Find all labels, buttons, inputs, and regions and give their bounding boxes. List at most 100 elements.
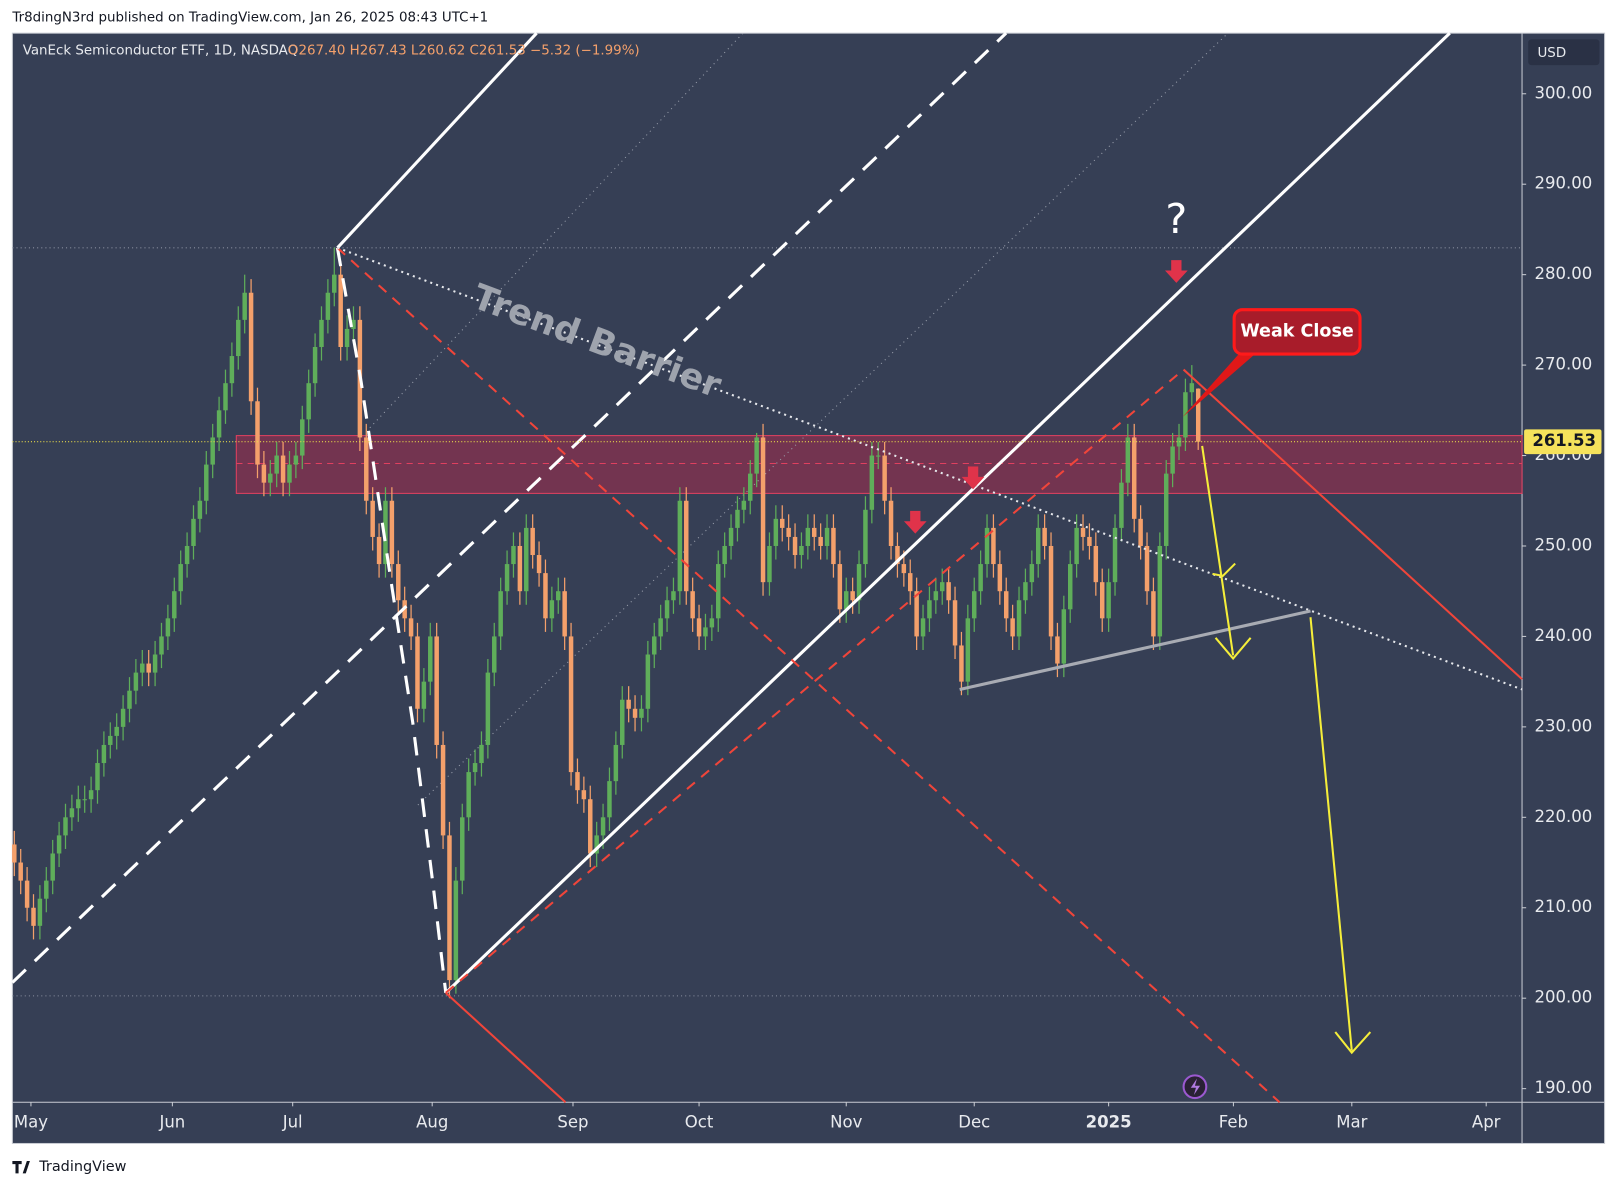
candle-body — [485, 672, 491, 745]
candle-body — [242, 292, 247, 320]
candle-body — [1176, 437, 1182, 447]
candle-body — [434, 636, 439, 745]
candle-body — [1048, 545, 1054, 637]
candle-body — [415, 636, 420, 709]
candle-body — [69, 808, 75, 818]
callout-box — [1232, 308, 1362, 356]
candle-body — [760, 437, 766, 583]
candle-body — [780, 518, 785, 528]
candle-body — [216, 410, 222, 438]
x-tick-label: Apr — [1472, 1112, 1501, 1131]
publisher: Tr8dingN3rd published on TradingView.com… — [11, 11, 488, 26]
candle-body — [677, 500, 683, 592]
candle-body — [127, 690, 132, 709]
projection-arrow — [1309, 617, 1372, 1055]
candle-body — [856, 564, 862, 601]
candle-body — [863, 509, 868, 565]
candle-body — [754, 437, 759, 474]
candle-body — [1195, 388, 1201, 442]
event-icon-bolt — [1190, 1078, 1201, 1095]
candle-body — [1042, 527, 1047, 546]
candle-body — [933, 591, 939, 601]
candle-body — [684, 500, 689, 592]
candle-body — [1144, 545, 1150, 592]
candle-body — [31, 907, 36, 926]
trend-barrier-line — [337, 246, 1523, 691]
candle-body — [1157, 545, 1163, 637]
candle-body — [108, 735, 113, 745]
candle-body — [1138, 518, 1143, 546]
candle-body — [428, 636, 433, 682]
y-tick-label: 290.00 — [1534, 174, 1592, 193]
candle-body — [844, 591, 849, 610]
candle-body — [696, 618, 702, 637]
red-line — [1182, 368, 1523, 680]
candle-body — [1151, 591, 1156, 637]
candle-body — [1061, 609, 1067, 664]
candle-body — [927, 600, 932, 619]
candle-body — [690, 591, 695, 619]
candle-body — [882, 455, 887, 501]
candle-body — [248, 292, 254, 402]
y-tick-label: 280.00 — [1534, 264, 1592, 283]
candle-body — [530, 527, 535, 556]
last-price-box — [1524, 429, 1602, 455]
candle-body — [56, 835, 62, 854]
currency-box — [1528, 39, 1600, 66]
candle-body — [786, 527, 791, 537]
candle-body — [805, 527, 811, 546]
down-marker — [903, 510, 927, 534]
candle-body — [1010, 618, 1015, 637]
x-tick-label: May — [14, 1112, 48, 1131]
candle-body — [447, 835, 452, 981]
y-tick-label: 230.00 — [1534, 716, 1592, 735]
candle-body — [824, 527, 830, 546]
candle-body — [1125, 437, 1131, 483]
candle-body — [703, 627, 708, 637]
y-tick-label: 250.00 — [1534, 535, 1592, 554]
candle-body — [306, 383, 311, 420]
candle-body — [728, 527, 734, 546]
candle-body — [543, 573, 548, 619]
candle-body — [504, 564, 510, 592]
y-tick-label: 200.00 — [1534, 988, 1592, 1007]
candle-body — [971, 591, 977, 619]
candle-body — [799, 545, 804, 556]
candle-body — [939, 582, 945, 592]
candle-body — [920, 618, 926, 637]
candle-body — [1099, 582, 1105, 619]
candle-body — [831, 527, 836, 565]
candle-body — [261, 464, 267, 483]
candle-body — [325, 292, 331, 320]
candle-body — [453, 880, 459, 981]
candle-body — [978, 564, 983, 592]
candle-body — [12, 844, 17, 863]
candle-body — [1112, 527, 1118, 583]
pitchfork-inner — [365, 32, 744, 432]
down-marker — [1165, 260, 1188, 283]
plot-background — [11, 32, 1606, 1144]
candle-body — [735, 509, 740, 528]
candle-body — [658, 618, 663, 637]
channel-line — [444, 32, 1451, 994]
candle-body — [1087, 536, 1092, 546]
ohlc-label: O267.40 H267.43 L260.62 C261.53 −5.32 (−… — [288, 44, 640, 59]
candle-body — [568, 636, 574, 773]
candle-body — [1131, 437, 1137, 519]
candle-body — [191, 518, 196, 546]
candle-body — [991, 527, 996, 565]
y-tick-label: 210.00 — [1534, 897, 1592, 916]
candle-body — [1067, 564, 1073, 610]
candle-body — [146, 663, 151, 673]
swing-path — [335, 247, 448, 994]
candle-body — [613, 744, 619, 782]
candle-body — [1183, 392, 1188, 438]
candle-body — [1080, 527, 1086, 537]
red-dashed — [445, 368, 1185, 994]
candle-body — [549, 600, 555, 619]
candle-body — [792, 536, 798, 556]
candle-body — [280, 455, 286, 483]
candle-body — [946, 582, 951, 601]
